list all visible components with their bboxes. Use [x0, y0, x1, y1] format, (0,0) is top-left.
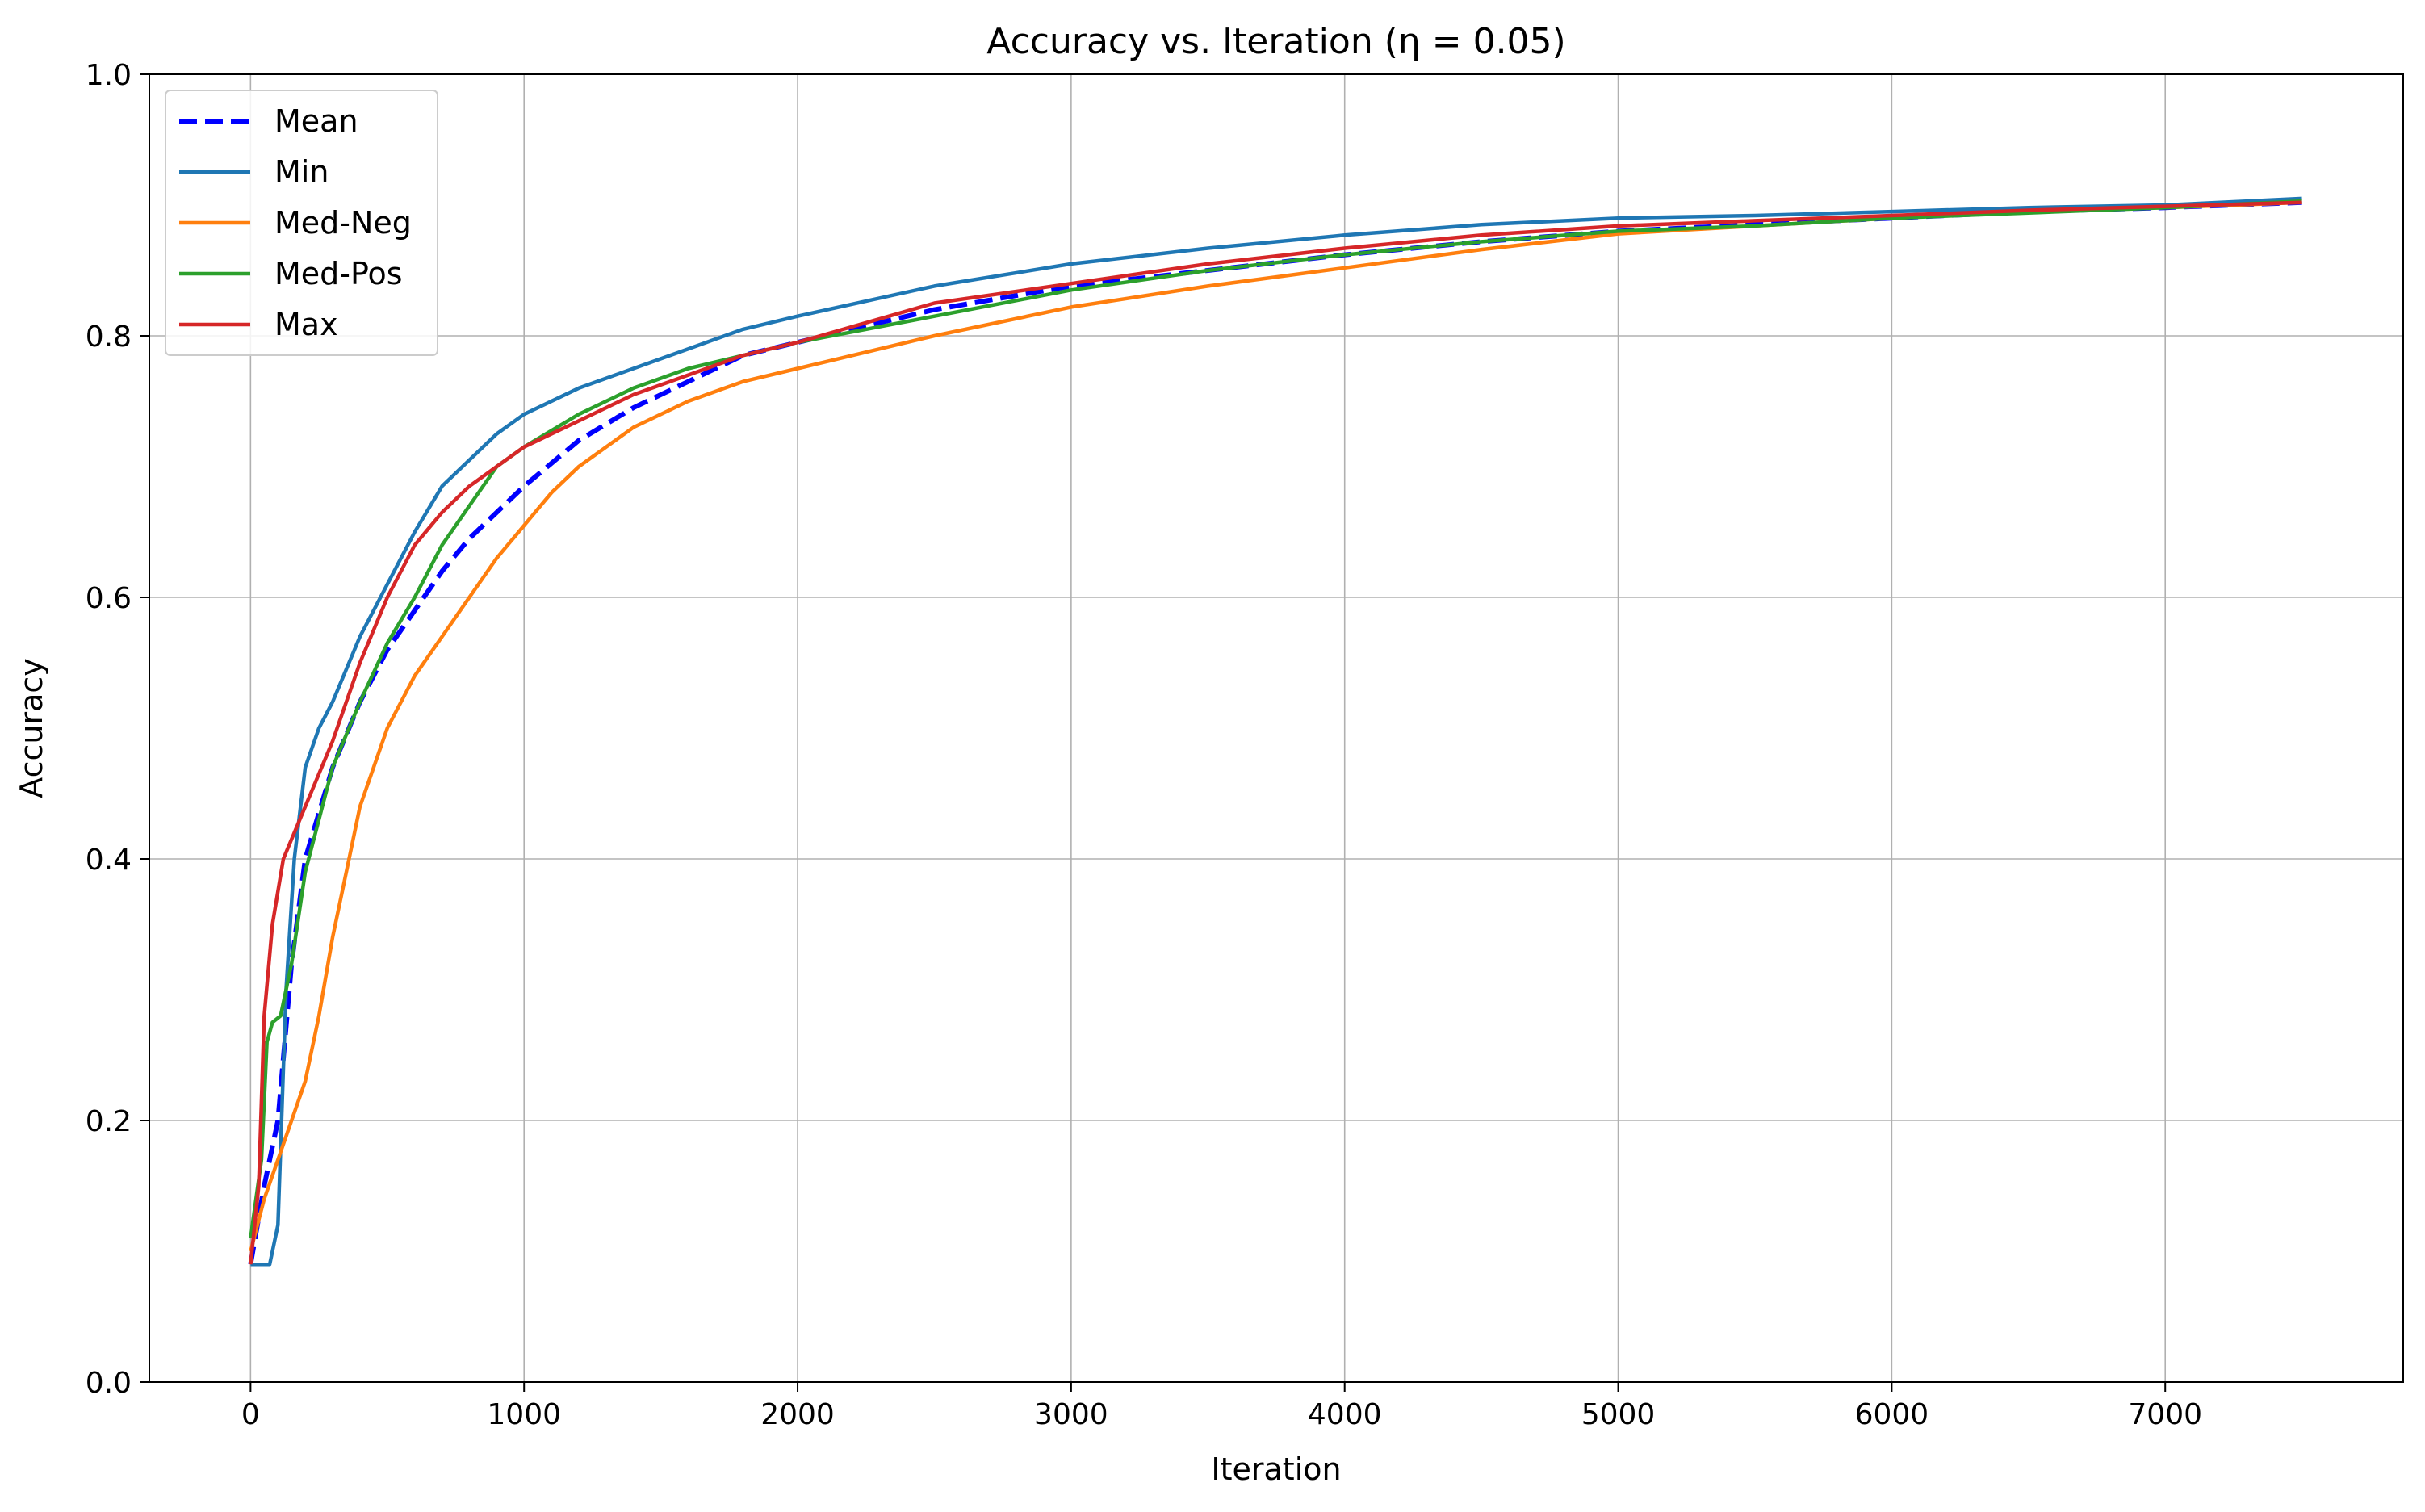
legend-label-min: Min [274, 154, 329, 190]
x-tick-label: 5000 [1581, 1398, 1656, 1431]
x-tick-label: 2000 [760, 1398, 835, 1431]
plot-frame [149, 73, 2404, 1383]
x-tick-label: 7000 [2128, 1398, 2202, 1431]
y-tick-label: 0.8 [86, 320, 132, 354]
series-line-med-pos [249, 199, 2302, 1239]
y-tick-label: 0.0 [86, 1367, 132, 1400]
legend-label-med-pos: Med-Pos [274, 256, 403, 291]
y-tick-label: 0.2 [86, 1105, 132, 1138]
x-tick-label: 6000 [1855, 1398, 1929, 1431]
axis-ticks: 0 1000 2000 3000 4000 5000 6000 7000 0.0 0.2 0.4 0.… [86, 59, 2202, 1431]
series-line-max [249, 200, 2302, 1265]
y-axis-label: Accuracy [14, 658, 49, 798]
chart-title: Accuracy vs. Iteration (η = 0.05) [986, 21, 1565, 62]
x-tick-label: 4000 [1308, 1398, 1382, 1431]
x-axis-label: Iteration [1211, 1451, 1341, 1487]
legend-label-med-neg: Med-Neg [274, 205, 412, 241]
x-tick-label: 0 [241, 1398, 260, 1431]
y-tick-label: 1.0 [86, 59, 132, 92]
x-tick-label: 3000 [1034, 1398, 1108, 1431]
y-tick-label: 0.6 [86, 582, 132, 615]
x-tick-label: 1000 [487, 1398, 561, 1431]
series-line-med-neg [249, 200, 2302, 1252]
legend-box [165, 90, 438, 356]
series-lines [248, 196, 2302, 1267]
legend-label-max: Max [274, 307, 338, 342]
series-line-min [250, 196, 2302, 1267]
legend-label-mean: Mean [274, 103, 358, 139]
y-tick-label: 0.4 [86, 844, 132, 877]
legend: Mean Min Med-Neg Med-Pos Max [165, 90, 438, 356]
